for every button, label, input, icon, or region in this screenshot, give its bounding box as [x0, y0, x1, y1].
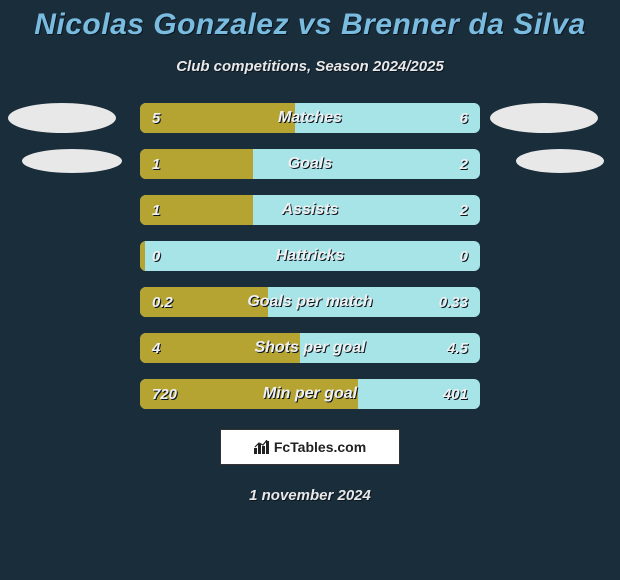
stat-row: 0Hattricks0 [140, 241, 480, 271]
stat-value-right: 0.33 [439, 287, 468, 317]
stat-value-right: 2 [460, 149, 468, 179]
stat-row: 5Matches6 [140, 103, 480, 133]
team-oval [516, 149, 604, 173]
stat-value-right: 6 [460, 103, 468, 133]
team-oval [490, 103, 598, 133]
stat-value-right: 401 [443, 379, 468, 409]
brand-badge: FcTables.com [220, 429, 400, 465]
comparison-area: 5Matches6 1Goals2 1Assists2 0Hattricks0 0.2G… [0, 103, 620, 409]
stat-row: 1Assists2 [140, 195, 480, 225]
chart-icon [254, 440, 270, 454]
page-title: Nicolas Gonzalez vs Brenner da Silva [0, 0, 620, 42]
stat-row: 0.2Goals per match0.33 [140, 287, 480, 317]
team-oval [22, 149, 122, 173]
subtitle: Club competitions, Season 2024/2025 [0, 58, 620, 75]
stat-label: Hattricks [140, 241, 480, 271]
stat-value-right: 2 [460, 195, 468, 225]
stat-bars: 5Matches6 1Goals2 1Assists2 0Hattricks0 0.2G… [140, 103, 480, 409]
stat-label: Goals per match [140, 287, 480, 317]
stat-value-right: 4.5 [447, 333, 468, 363]
team-oval [8, 103, 116, 133]
stat-label: Shots per goal [140, 333, 480, 363]
stat-row: 1Goals2 [140, 149, 480, 179]
stat-label: Goals [140, 149, 480, 179]
brand-text: FcTables.com [274, 439, 366, 455]
stat-label: Assists [140, 195, 480, 225]
stat-label: Min per goal [140, 379, 480, 409]
stat-row: 720Min per goal401 [140, 379, 480, 409]
stat-label: Matches [140, 103, 480, 133]
stat-value-right: 0 [460, 241, 468, 271]
stat-row: 4Shots per goal4.5 [140, 333, 480, 363]
date-text: 1 november 2024 [0, 487, 620, 504]
